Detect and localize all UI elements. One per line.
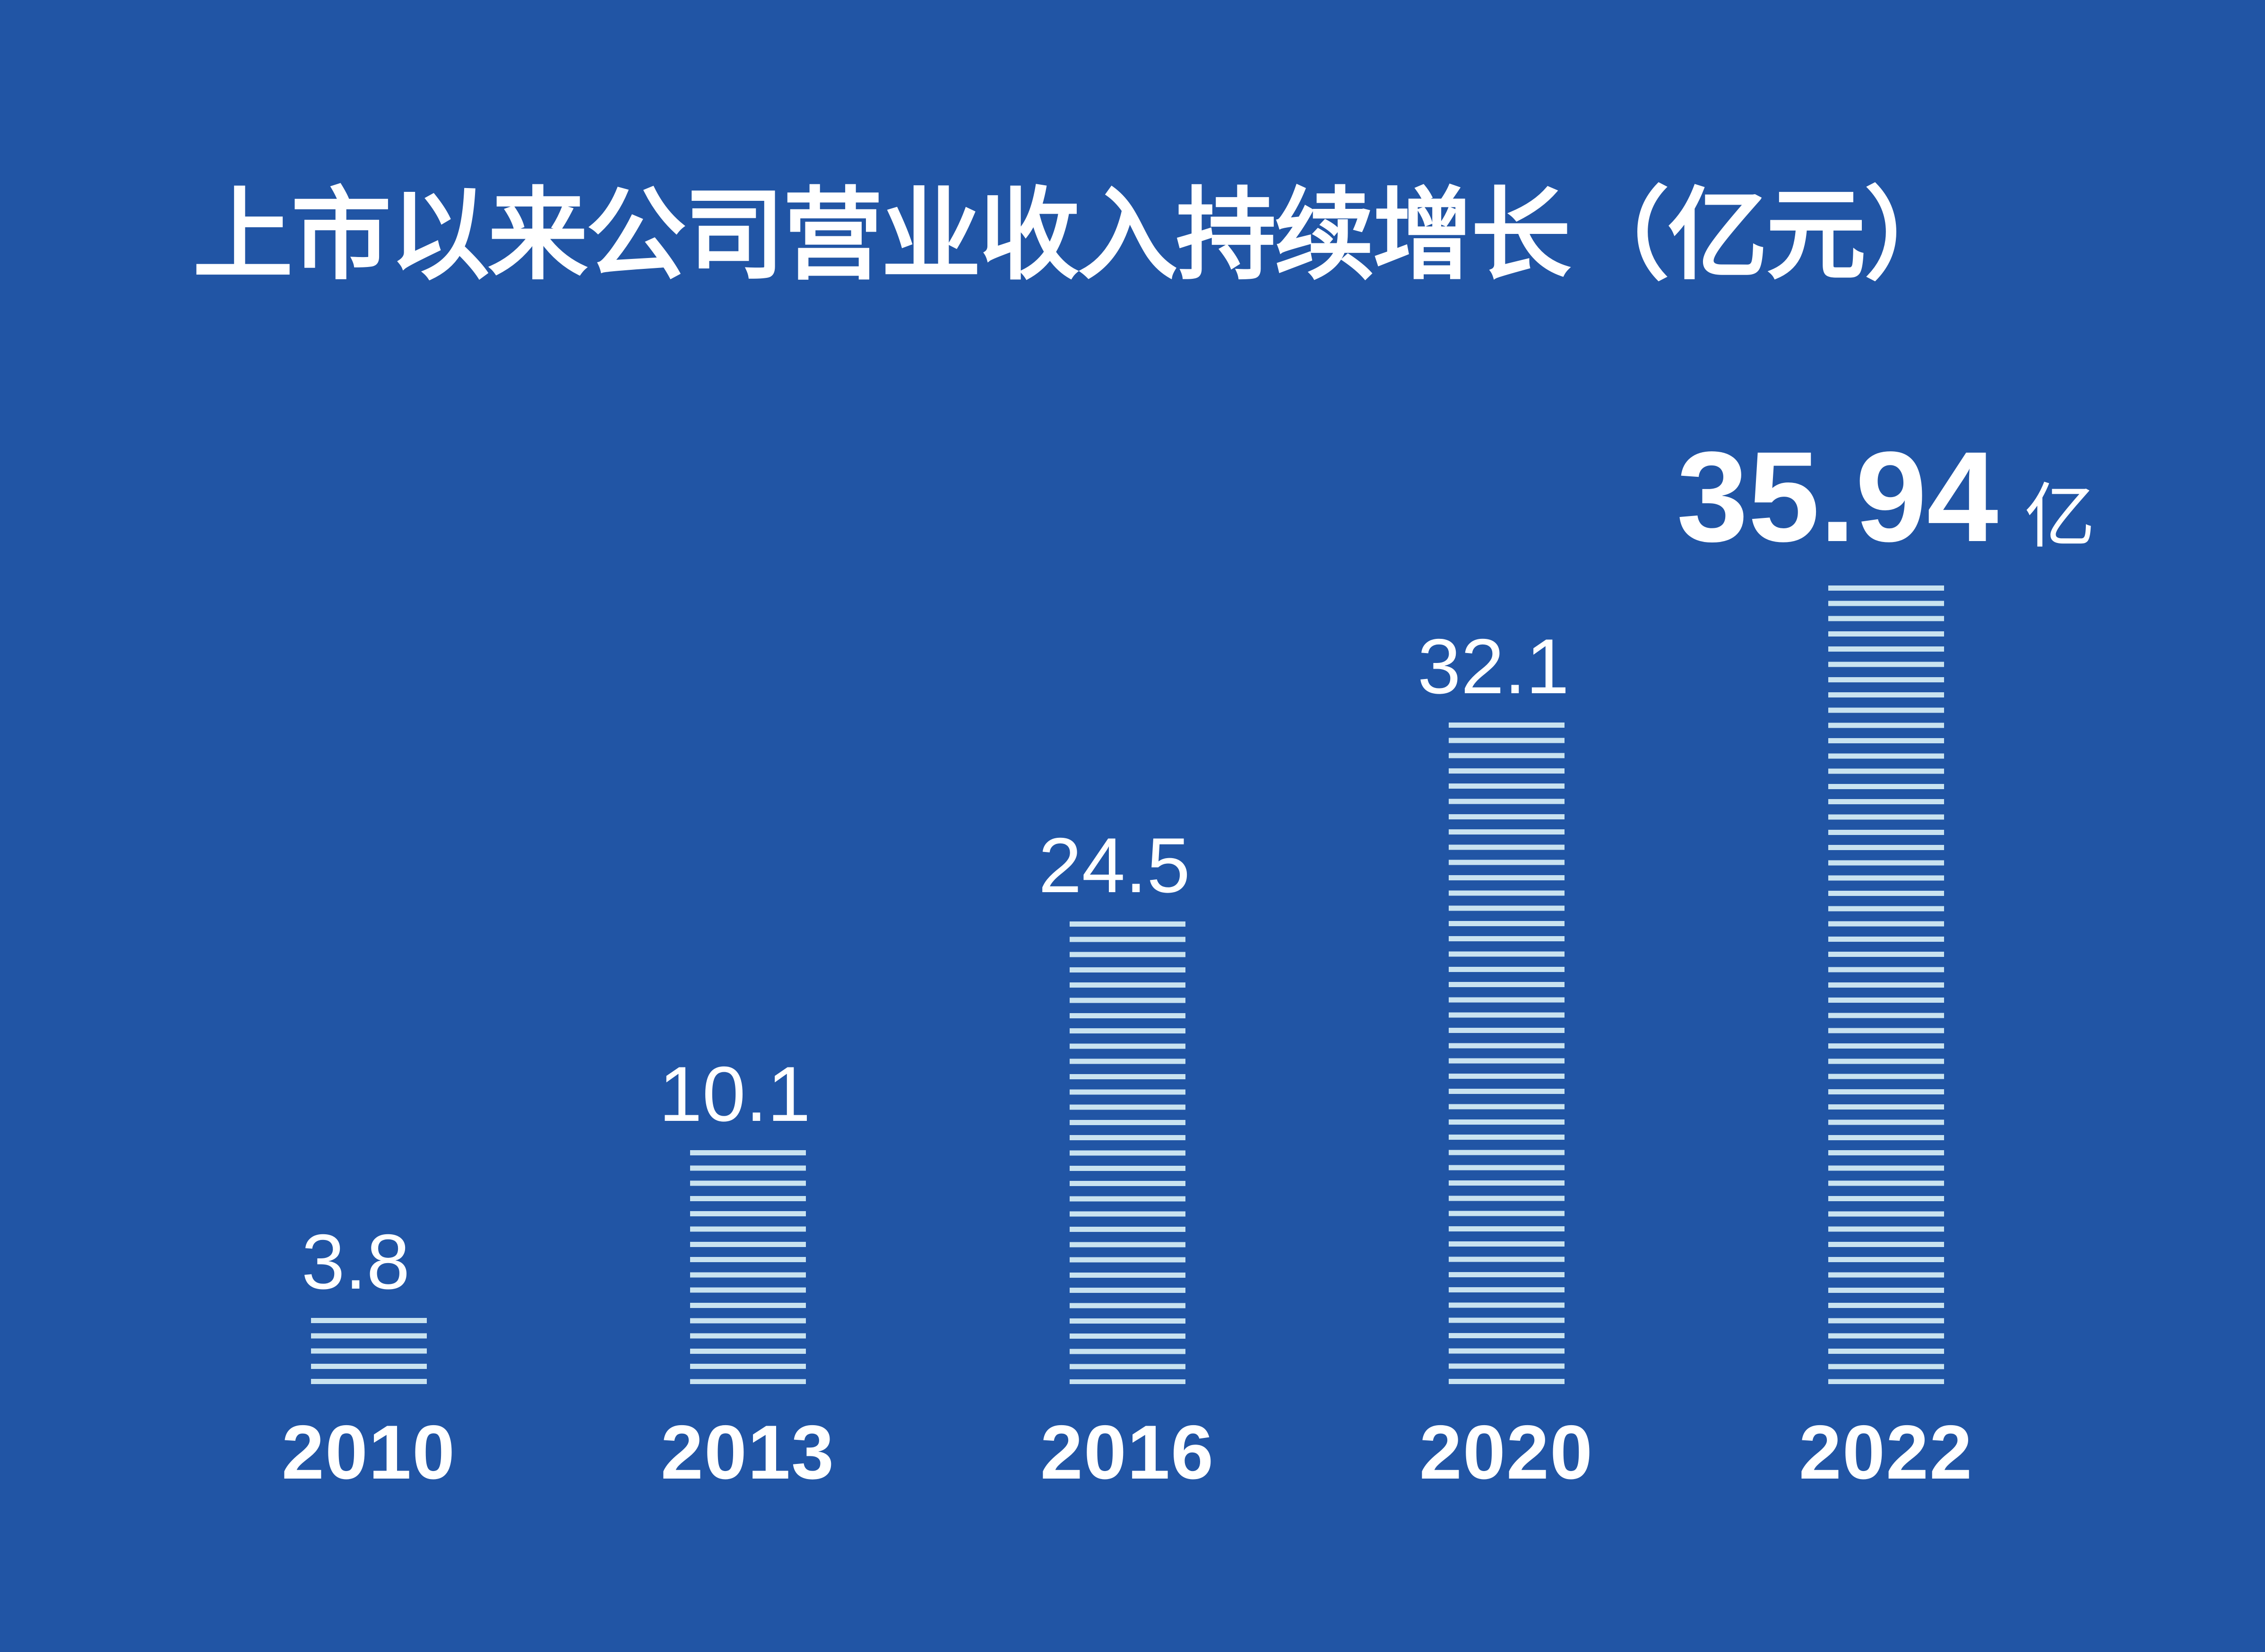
bar-value-label: 10.1 [659, 1055, 837, 1133]
bar-value-number: 10.1 [658, 1050, 811, 1137]
bar-value-unit: 亿 [2024, 477, 2095, 556]
bar-value-label: 35.94 亿 [1677, 432, 2095, 561]
bar-value-number: 24.5 [1038, 822, 1191, 909]
x-axis-year-label: 2022 [1798, 1410, 1973, 1495]
x-axis-year-label: 2013 [660, 1410, 835, 1495]
bar-value-number: 35.94 [1677, 425, 1998, 568]
bar-value-label: 3.8 [302, 1223, 436, 1301]
x-axis-year-label: 2010 [281, 1410, 456, 1495]
bar-striped [311, 1318, 427, 1384]
bar-striped [690, 1150, 806, 1384]
bar-value-label: 32.1 [1418, 628, 1595, 706]
bar-value-number: 32.1 [1417, 623, 1570, 710]
bar-value-number: 3.8 [301, 1218, 410, 1305]
x-axis-year-label: 2020 [1419, 1410, 1594, 1495]
x-axis-year-label: 2016 [1040, 1410, 1215, 1495]
bar-striped [1448, 723, 1565, 1384]
bar-striped [1069, 921, 1185, 1384]
bar-striped [1828, 585, 1944, 1384]
chart-title: 上市以来公司营业收入持续增长（亿元） [193, 179, 1964, 291]
bar-value-label: 24.5 [1038, 826, 1216, 904]
